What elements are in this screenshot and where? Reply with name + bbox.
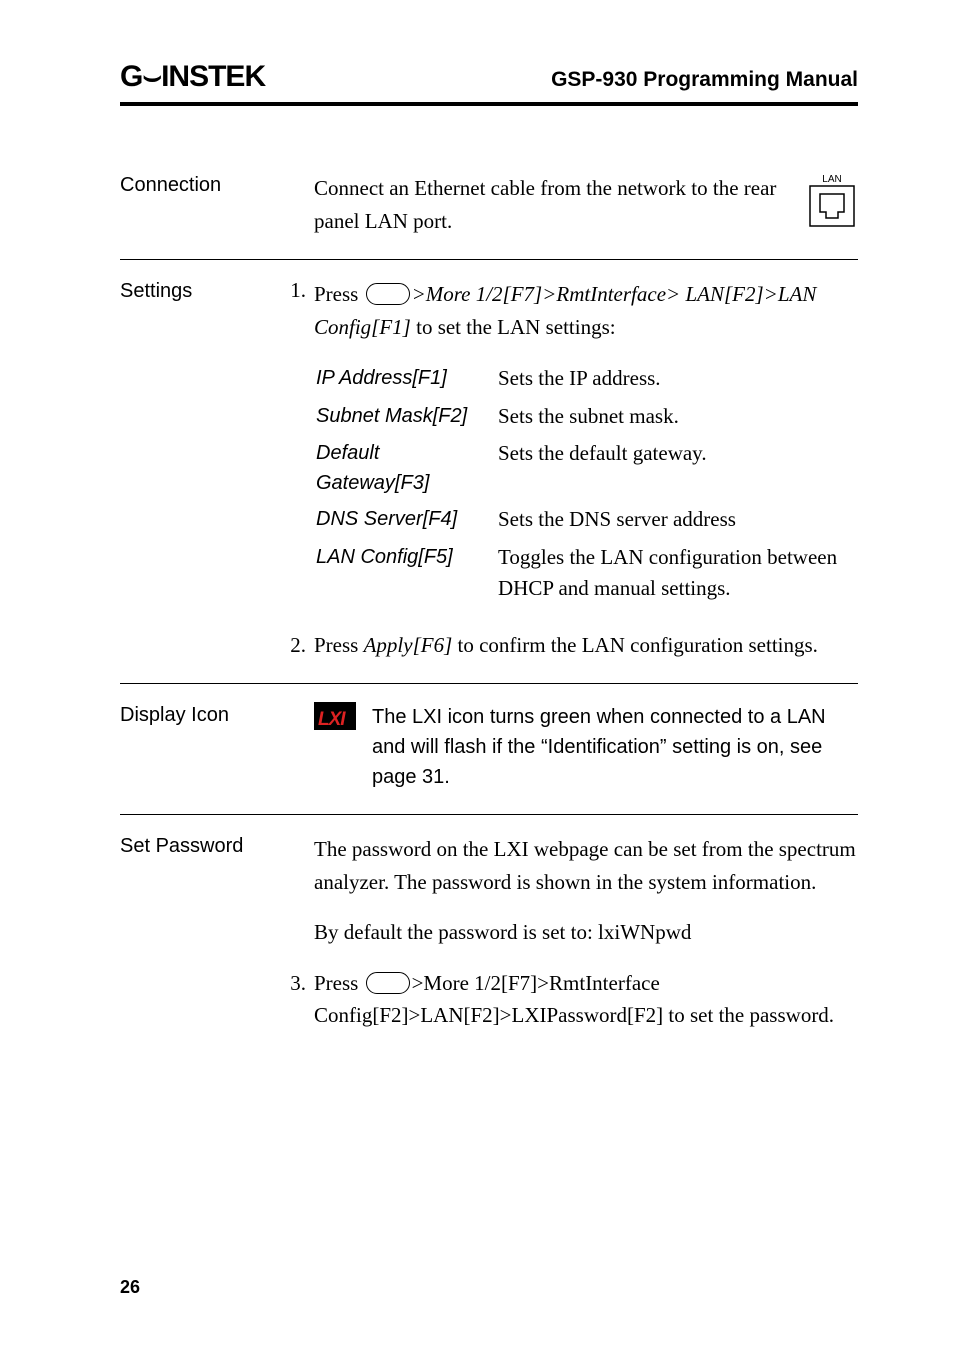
def-row: Subnet Mask[F2]Sets the subnet mask. <box>316 401 856 437</box>
section-connection: Connection Connect an Ethernet cable fro… <box>120 154 858 260</box>
spacer <box>280 172 314 237</box>
section-settings: Settings 1. Press >More 1/2[F7]>RmtInter… <box>120 260 858 684</box>
step1-text: Press >More 1/2[F7]>RmtInterface> LAN[F2… <box>314 278 858 343</box>
system-key-icon <box>366 972 410 994</box>
page-number: 26 <box>120 1277 140 1298</box>
step2-text: Press Apply[F6] to confirm the LAN confi… <box>314 629 858 662</box>
section-set-password: Set Password The password on the LXI web… <box>120 815 858 1054</box>
step1-pre: Press <box>314 282 364 306</box>
def-row: IP Address[F1]Sets the IP address. <box>316 363 856 399</box>
label-set-password: Set Password <box>120 833 280 1032</box>
section-display-icon: Display Icon LXI The LXI icon turns gree… <box>120 684 858 815</box>
connection-text: Connect an Ethernet cable from the netwo… <box>314 172 794 237</box>
lxi-icon: LXI <box>314 702 356 730</box>
display-icon-text: The LXI icon turns green when connected … <box>372 702 858 792</box>
password-para2: By default the password is set to: lxiWN… <box>314 916 858 949</box>
settings-definitions: IP Address[F1]Sets the IP address. Subne… <box>314 361 858 611</box>
page-header: G⌣INSTEK GSP-930 Programming Manual <box>120 60 858 106</box>
step2-number: 2. <box>280 629 314 662</box>
label-display-icon: Display Icon <box>120 702 280 792</box>
def-row: DNS Server[F4]Sets the DNS server addres… <box>316 504 856 540</box>
step3-text: Press >More 1/2[F7]>RmtInterface Config[… <box>314 967 858 1032</box>
step2-key: Apply[F6] <box>364 633 453 657</box>
lan-label: LAN <box>822 174 841 185</box>
label-settings: Settings <box>120 278 280 661</box>
lan-port-icon: LAN <box>806 172 858 230</box>
manual-title: GSP-930 Programming Manual <box>551 68 858 92</box>
step1-number: 1. <box>280 278 314 661</box>
step3-number: 3. <box>280 967 314 1032</box>
step1-tail: to set the LAN settings: <box>411 315 616 339</box>
system-key-icon <box>366 283 410 305</box>
password-para1: The password on the LXI webpage can be s… <box>314 833 858 898</box>
def-row: Default Gateway[F3]Sets the default gate… <box>316 438 856 502</box>
brand-logo: G⌣INSTEK <box>120 60 265 94</box>
label-connection: Connection <box>120 172 280 237</box>
def-row: LAN Config[F5]Toggles the LAN configurat… <box>316 542 856 609</box>
